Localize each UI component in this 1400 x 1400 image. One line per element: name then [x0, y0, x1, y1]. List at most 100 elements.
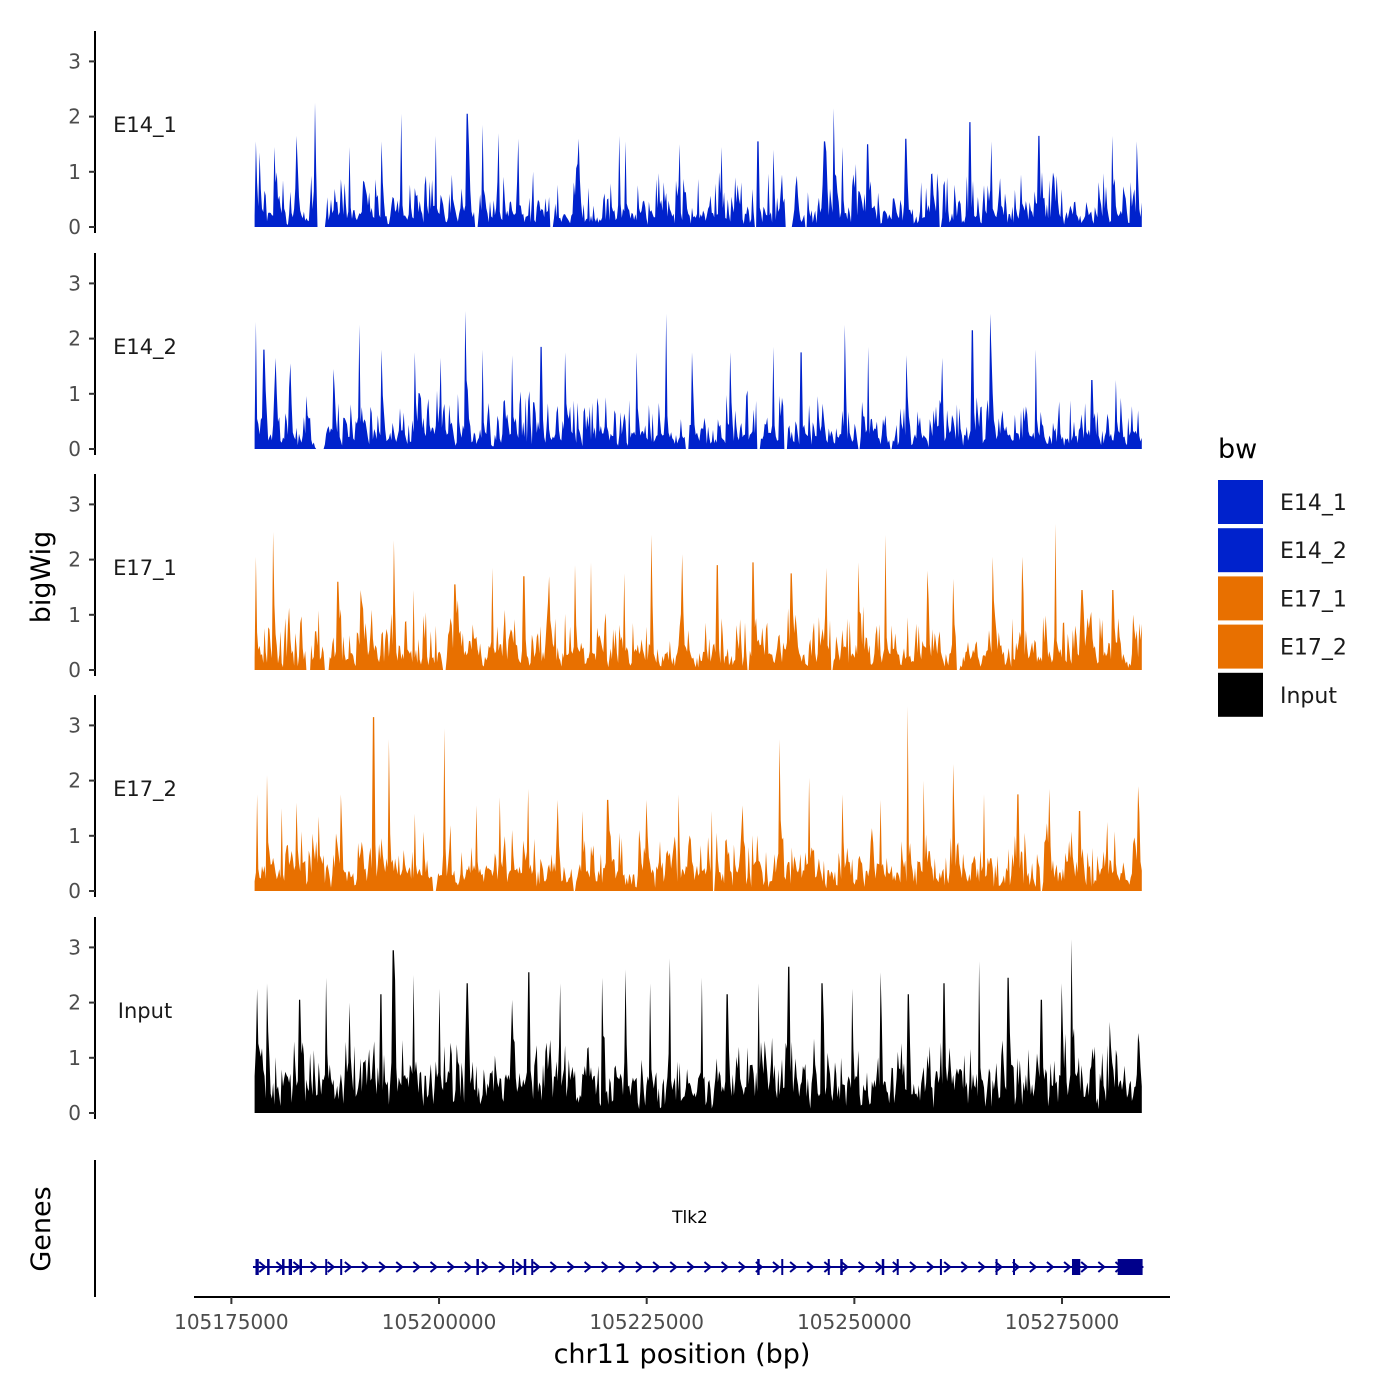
legend-item-e17-2: E17_2 [1218, 624, 1347, 669]
exon [299, 1259, 302, 1275]
coverage-area-e17-2 [254, 706, 1142, 891]
track-label-e14-2: E14_2 [113, 335, 177, 360]
y-tick-label-2: 2 [68, 327, 81, 351]
strand-arrow [498, 1261, 507, 1273]
x-tick-label-105175000: 105175000 [174, 1310, 289, 1334]
track-label-input: Input [118, 999, 172, 1023]
legend-swatch-input [1218, 672, 1263, 717]
exon [827, 1259, 830, 1275]
strand-arrow [532, 1261, 541, 1273]
y-tick-label-2: 2 [68, 991, 81, 1015]
y-axis-title: bigWig [26, 531, 57, 624]
gene-label-tlk2: Tlk2 [671, 1208, 708, 1228]
legend-label-e17-2: E17_2 [1280, 636, 1347, 661]
strand-arrow [1063, 1261, 1072, 1273]
track-e14-1: 0 1 2 3 E14_1 [68, 31, 1142, 239]
track-label-e17-2: E17_2 [113, 777, 177, 802]
strand-arrow [464, 1261, 473, 1273]
coverage-area-e14-2 [254, 311, 1142, 449]
strand-arrow [1080, 1261, 1089, 1273]
exon [325, 1259, 328, 1275]
y-tick-label-0: 0 [68, 1101, 81, 1125]
strand-arrow [378, 1261, 387, 1273]
strand-arrow [909, 1261, 918, 1273]
bigwig-tracks: 0 1 2 3 E14_1 0 1 2 3 E14_2 0 1 2 3 E17_1 0 1 2 3 E17_2 0 1 2 3… [68, 31, 1142, 1125]
legend-label-e14-1: E14_1 [1280, 491, 1347, 516]
legend-label-e14-2: E14_2 [1280, 539, 1347, 564]
track-label-e14-1: E14_1 [113, 113, 177, 138]
strand-arrow [857, 1261, 867, 1273]
y-tick-label-0: 0 [68, 215, 81, 239]
strand-arrow [960, 1261, 969, 1273]
x-tick-label-105200000: 105200000 [382, 1310, 497, 1334]
strand-arrow [703, 1261, 713, 1273]
strand-arrow [515, 1261, 524, 1273]
y-tick-label-2: 2 [68, 105, 81, 129]
strand-arrow [618, 1261, 627, 1273]
x-axis-ticks: 105175000 105200000 105225000 105250000 1052… [174, 1297, 1119, 1334]
exon [840, 1259, 843, 1275]
strand-arrow [395, 1261, 404, 1273]
exon [531, 1259, 534, 1275]
strand-arrow [327, 1261, 336, 1273]
gene-model-tlk2 [252, 1259, 1144, 1275]
strand-arrow [840, 1261, 850, 1273]
exon [1071, 1259, 1081, 1275]
exon [267, 1259, 270, 1275]
legend-item-e14-2: E14_2 [1218, 528, 1347, 573]
y-tick-label-3: 3 [68, 271, 81, 295]
strand-arrow [943, 1261, 952, 1273]
strand-arrow [720, 1261, 730, 1273]
strand-arrow [652, 1261, 661, 1273]
strand-arrow [1046, 1261, 1055, 1273]
legend-label-e17-1: E17_1 [1280, 587, 1347, 612]
exon [476, 1259, 479, 1275]
strand-arrow [583, 1261, 593, 1273]
x-tick-label-105225000: 105225000 [589, 1310, 704, 1334]
strand-arrow [875, 1261, 884, 1273]
legend-title: bw [1218, 434, 1257, 465]
strand-arrow [772, 1261, 781, 1273]
strand-arrow [361, 1261, 370, 1273]
strand-arrow [601, 1261, 610, 1273]
exon [255, 1259, 259, 1275]
exon [340, 1259, 343, 1275]
y-tick-label-3: 3 [68, 492, 81, 516]
y-tick-label-3: 3 [68, 935, 81, 959]
strand-arrow [806, 1261, 815, 1273]
strand-arrow [686, 1261, 695, 1273]
exon [781, 1259, 784, 1275]
exon [282, 1259, 285, 1275]
strand-arrow [1029, 1261, 1038, 1273]
strand-arrow [994, 1261, 1004, 1273]
x-axis: 105175000 105200000 105225000 105250000 1052… [174, 1296, 1170, 1370]
y-tick-label-1: 1 [68, 1046, 81, 1070]
strand-arrow [429, 1261, 439, 1273]
legend-item-e17-1: E17_1 [1218, 576, 1347, 621]
exon [523, 1259, 527, 1275]
track-input: 0 1 2 3 Input [68, 917, 1142, 1125]
exon [288, 1259, 293, 1275]
y-tick-label-0: 0 [68, 879, 81, 903]
y-tick-label-3: 3 [68, 713, 81, 737]
strand-arrow [549, 1261, 558, 1273]
y-tick-label-1: 1 [68, 382, 81, 406]
exon [995, 1259, 998, 1275]
strand-arrow [344, 1261, 353, 1273]
exon [1013, 1259, 1016, 1275]
coverage-area-input [254, 939, 1142, 1113]
strand-arrow [738, 1261, 747, 1273]
genes-track-title: Genes [26, 1186, 57, 1271]
strand-arrow [258, 1261, 267, 1273]
strand-arrow [669, 1261, 678, 1273]
strand-arrow [481, 1261, 490, 1273]
legend-swatch-e17-1 [1218, 576, 1263, 621]
y-tick-label-0: 0 [68, 437, 81, 461]
y-tick-label-1: 1 [68, 160, 81, 184]
coverage-area-e17-1 [254, 523, 1142, 670]
track-e14-2: 0 1 2 3 E14_2 [68, 253, 1142, 461]
legend-label-input: Input [1280, 684, 1337, 709]
strand-arrow [1097, 1261, 1106, 1273]
y-tick-label-3: 3 [68, 49, 81, 73]
